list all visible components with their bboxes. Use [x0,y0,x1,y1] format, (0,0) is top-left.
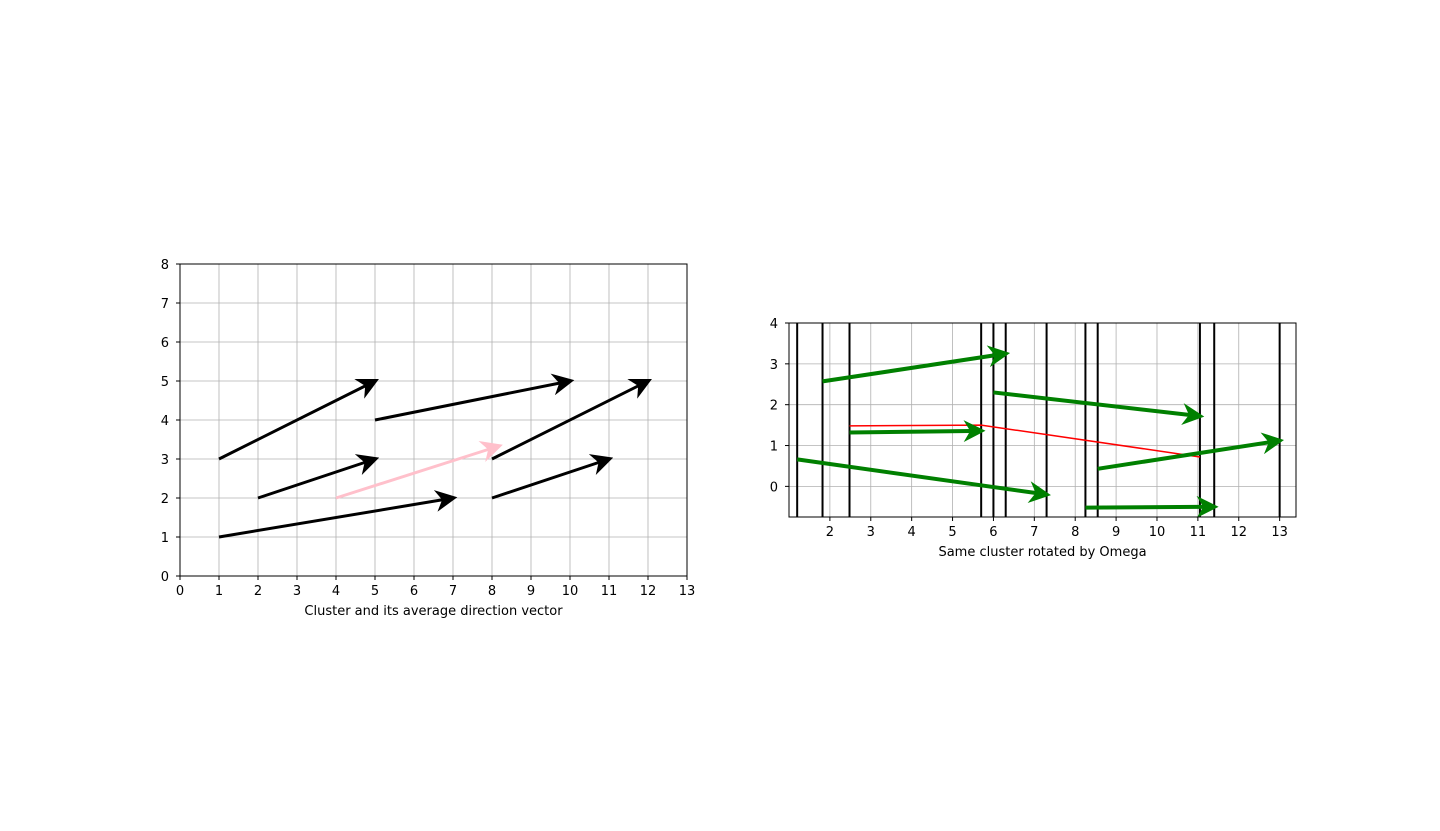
grid [789,322,1296,517]
arrow [491,454,614,500]
y-tick-label: 0 [770,480,778,495]
x-tick-label: 2 [254,584,262,599]
x-tick-label: 1 [215,584,223,599]
x-tick-label: 3 [867,525,875,540]
x-tick-label: 3 [293,584,301,599]
arrow [1085,495,1219,518]
arrow [993,390,1205,426]
vertical-lines [796,323,1281,517]
x-tick-label: 13 [1271,525,1288,540]
y-tick-label: 3 [770,358,778,373]
x-tick-label: 12 [640,584,657,599]
y-tick-label: 4 [161,414,169,429]
y-tick-label: 2 [770,399,778,414]
y-tick-label: 1 [770,440,778,455]
grid [179,263,688,577]
y-tick-label: 5 [161,375,169,390]
arrow [1097,432,1284,471]
x-tick-label: 9 [1112,525,1120,540]
y-tick-label: 8 [161,258,169,273]
x-tick-label: 10 [1149,525,1166,540]
x-tick-label: 4 [332,584,340,599]
arrow [257,454,380,500]
y-tick-label: 3 [161,453,169,468]
x-axis-label: Same cluster rotated by Omega [938,545,1146,560]
y-tick-label: 4 [770,317,778,332]
x-tick-label: 5 [371,584,379,599]
x-tick-label: 11 [601,584,618,599]
arrow [335,440,503,500]
y-tick-label: 0 [161,570,169,585]
arrow [218,490,458,539]
x-tick-label: 6 [410,584,418,599]
x-tick-label: 12 [1230,525,1247,540]
x-tick-label: 2 [826,525,834,540]
x-tick-label: 7 [449,584,457,599]
y-tick-label: 6 [161,336,169,351]
y-tick-label: 7 [161,297,169,312]
y-tick-label: 1 [161,531,169,546]
arrow [796,457,1051,503]
arrow [374,373,575,422]
arrow [822,345,1011,384]
x-tick-label: 4 [908,525,916,540]
axes-frame [788,322,1297,518]
arrow-series [218,373,652,539]
x-tick-label: 6 [989,525,997,540]
y-tick-label: 2 [161,492,169,507]
x-tick-label: 10 [562,584,579,599]
x-axis-label: Cluster and its average direction vector [304,604,563,619]
arrow-series [335,440,503,500]
arrow [218,379,379,461]
x-tick-label: 9 [527,584,535,599]
x-tick-label: 5 [948,525,956,540]
x-tick-label: 7 [1030,525,1038,540]
arrow [849,420,986,443]
arrow [491,379,652,461]
arrow-series [796,345,1284,518]
x-tick-label: 13 [679,584,696,599]
x-tick-label: 11 [1190,525,1207,540]
x-tick-label: 8 [1071,525,1079,540]
x-tick-label: 0 [176,584,184,599]
x-tick-label: 8 [488,584,496,599]
